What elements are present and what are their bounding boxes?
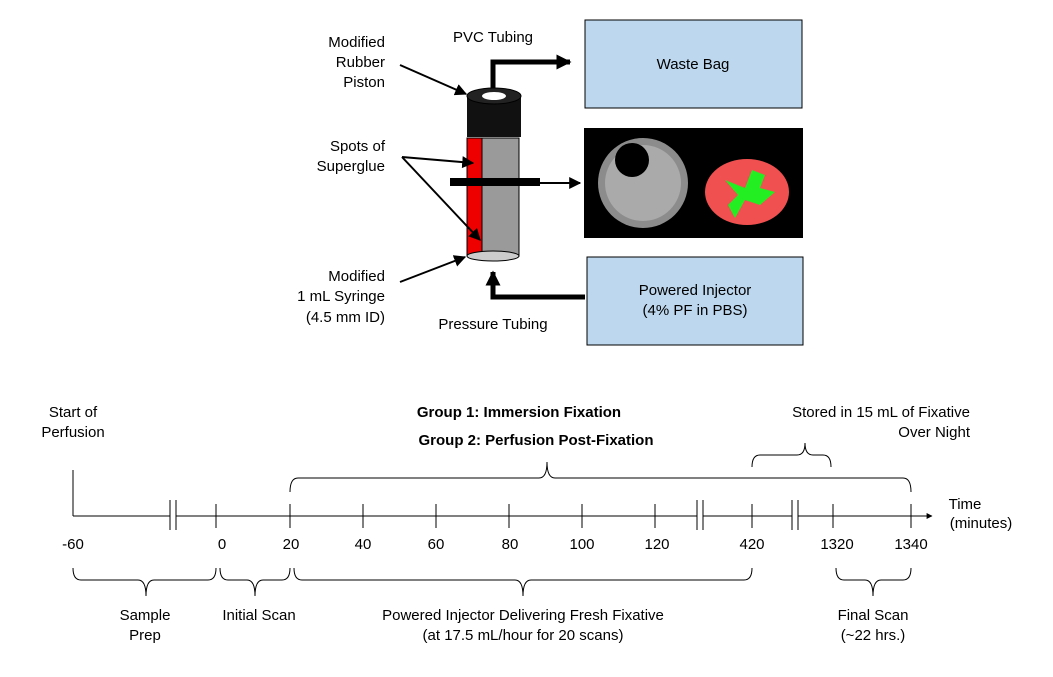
scan-hole <box>615 143 649 177</box>
scan-green <box>725 170 775 218</box>
phase-label: Prep <box>129 627 161 644</box>
phase-label: (at 17.5 mL/hour for 20 scans) <box>423 627 624 644</box>
arrow <box>401 156 481 241</box>
box-label: Powered Injector <box>639 282 752 299</box>
tick-label: 20 <box>283 536 300 553</box>
label: Start of <box>49 404 98 421</box>
label: (4.5 mm ID) <box>306 309 385 326</box>
syringe-bottom <box>466 250 520 262</box>
tick-label: 420 <box>739 536 764 553</box>
tick-label: 80 <box>502 536 519 553</box>
waste-bag-box <box>584 19 803 109</box>
brace <box>219 567 291 597</box>
phase-label: Powered Injector Delivering Fresh Fixati… <box>382 607 664 624</box>
injector-box <box>586 256 804 346</box>
phase-label: Final Scan <box>838 607 909 624</box>
apparatus: Modified Rubber Piston PVC Tubing Waste … <box>297 19 804 346</box>
label: PVC Tubing <box>453 29 533 46</box>
label: Pressure Tubing <box>438 316 547 333</box>
axis-label: (minutes) <box>950 515 1013 532</box>
tick-label: 60 <box>428 536 445 553</box>
brace <box>293 567 753 597</box>
label: Stored in 15 mL of Fixative <box>792 404 970 421</box>
box-label: (4% PF in PBS) <box>642 302 747 319</box>
label: Superglue <box>317 158 385 175</box>
label: 1 mL Syringe <box>297 288 385 305</box>
label: Piston <box>343 74 385 91</box>
brace <box>72 567 217 597</box>
brace <box>289 461 912 493</box>
label: Spots of <box>330 138 386 155</box>
brace <box>751 442 832 468</box>
arrow <box>401 156 475 169</box>
tick-label: 40 <box>355 536 372 553</box>
tick-label: 1340 <box>894 536 927 553</box>
arrow <box>399 64 468 96</box>
brace <box>835 567 912 597</box>
phase-label: Initial Scan <box>222 607 295 624</box>
pvc-tubing <box>490 54 572 92</box>
phase-label: (~22 hrs.) <box>841 627 906 644</box>
piston-hole <box>482 92 506 100</box>
syringe-body <box>481 137 520 257</box>
tick-label: 100 <box>569 536 594 553</box>
box-label: Waste Bag <box>657 56 730 73</box>
pressure-tubing <box>485 270 585 300</box>
arrow <box>399 255 467 283</box>
group-label: Group 2: Perfusion Post-Fixation <box>418 432 653 449</box>
label: Perfusion <box>41 424 104 441</box>
axis-label: Time <box>949 496 982 513</box>
timeline: Start of Perfusion Group 1: Immersion Fi… <box>41 404 1012 644</box>
tick-label: 120 <box>644 536 669 553</box>
tick-label: -60 <box>62 536 84 553</box>
label: Rubber <box>336 54 385 71</box>
label: Over Night <box>898 424 971 441</box>
phase-label: Sample <box>120 607 171 624</box>
tick-label: 0 <box>218 536 226 553</box>
label: Modified <box>328 268 385 285</box>
tick-label: 1320 <box>820 536 853 553</box>
label: Modified <box>328 34 385 51</box>
group-label: Group 1: Immersion Fixation <box>417 404 621 421</box>
